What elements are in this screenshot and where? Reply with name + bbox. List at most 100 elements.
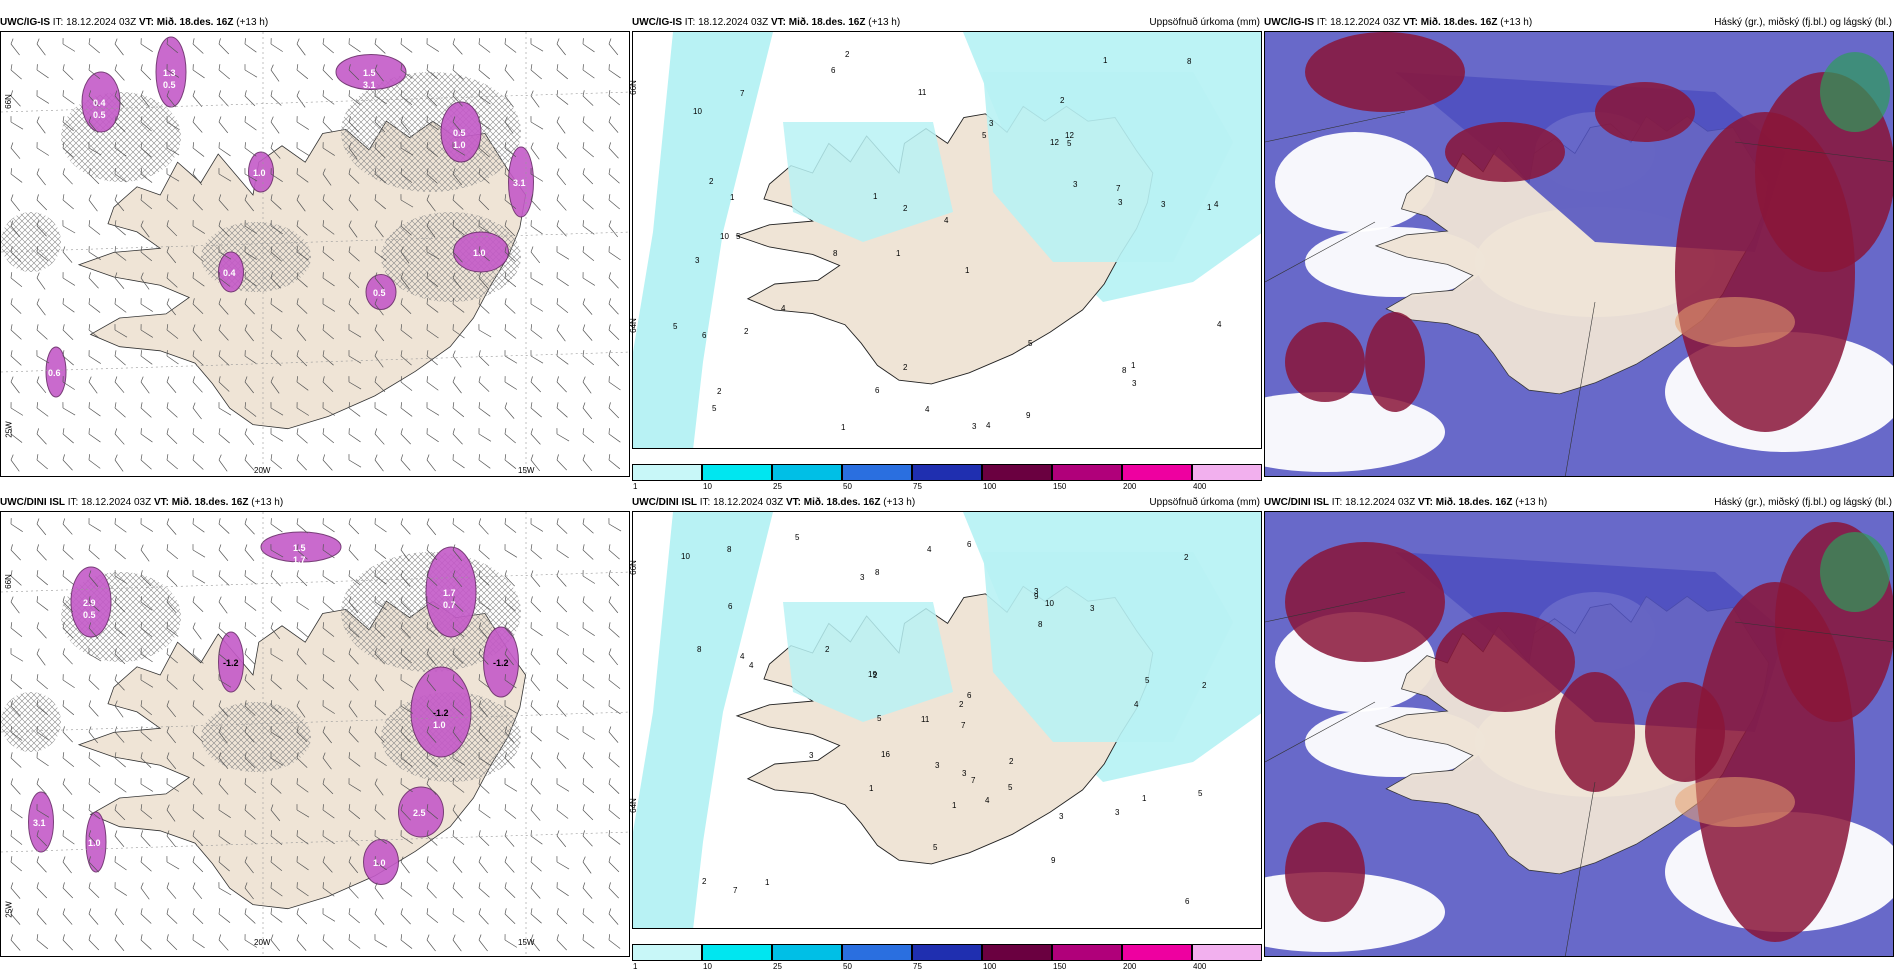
wind-value-label: 0.5 (453, 128, 466, 138)
wind-barb (400, 856, 410, 874)
wind-barb (192, 908, 204, 925)
precip-value-label: 3 (1073, 180, 1078, 189)
lat-label-bottom: 64N (628, 798, 638, 813)
wind-barb (322, 90, 335, 105)
precip-value-label: 2 (702, 877, 707, 886)
wind-barb (426, 752, 439, 768)
wind-barb (192, 90, 203, 107)
wind-barb (62, 168, 73, 185)
lead-time: (+13 h) (236, 17, 269, 28)
wind-barb (556, 90, 569, 105)
wind-barb (296, 38, 306, 56)
wind-barb (582, 570, 596, 584)
wind-barb (244, 454, 255, 471)
wind-barb (296, 272, 308, 288)
precip-value-label: 3 (972, 422, 977, 431)
wind-barb (88, 272, 99, 289)
wind-barb (478, 168, 490, 184)
precip-value-label: 2 (873, 671, 878, 680)
wind-barb (296, 882, 309, 897)
wind-barb (244, 220, 257, 234)
wind-barb (166, 830, 177, 848)
wind-barb (296, 168, 309, 183)
wind-barb (114, 596, 126, 613)
wind-speed-area (483, 626, 519, 698)
wind-barb (556, 752, 567, 769)
legend-swatch (842, 464, 912, 481)
wind-barb (10, 908, 21, 925)
wind-barb (582, 428, 595, 444)
legend-tick-label: 100 (983, 962, 997, 971)
wind-barb (88, 570, 99, 588)
wind-barb (88, 908, 99, 925)
wind-barb (322, 428, 335, 444)
wind-barb (36, 518, 47, 536)
wind-barb (218, 376, 230, 392)
wind-barb (426, 778, 437, 795)
wind-barb (608, 570, 620, 587)
wind-map-canvas: 0.4 1.3 1.5 0.5 3.1 1.0 1.0 0.5 0.6 0.4 0.5 0.5 3.1 1… (1, 32, 629, 476)
wind-barb (244, 804, 256, 820)
wind-barb (140, 882, 150, 900)
wind-barb (62, 908, 73, 925)
wind-barb (140, 622, 153, 637)
wind-barb (556, 142, 567, 159)
wind-barb (426, 324, 439, 339)
wind-barb (244, 518, 255, 535)
precip-value-label: 3 (860, 573, 865, 582)
wind-barb (322, 596, 334, 612)
wind-barb (270, 376, 280, 394)
hatched-area (201, 702, 311, 772)
wind-barb (478, 324, 492, 338)
wind-barb (426, 64, 438, 80)
precip-value-label: 10 (1045, 599, 1054, 608)
precip-value-label: 1 (1142, 794, 1147, 803)
precip-value-label: 6 (967, 691, 972, 700)
wind-barb (270, 116, 280, 134)
legend-swatch (982, 464, 1052, 481)
wind-barb (270, 804, 281, 822)
valid-time: VT: Mið. 18.des. 16Z (1417, 497, 1513, 508)
wind-barb (114, 116, 126, 132)
wind-barb (582, 908, 594, 924)
wind-barb (374, 700, 386, 716)
wind-barb (452, 142, 466, 156)
wind-barb (322, 674, 335, 689)
cloud-map (1264, 511, 1894, 957)
wind-barb (530, 908, 542, 924)
wind-barb (400, 570, 411, 587)
wind-barb (452, 402, 465, 418)
wind-barb (10, 778, 21, 795)
wind-barb (244, 376, 254, 394)
wind-barb (192, 246, 204, 262)
wind-barb (88, 38, 100, 54)
wind-barb (582, 700, 594, 716)
wind-barb (426, 298, 439, 313)
lat-label-bottom: 64N (628, 318, 638, 333)
wind-barb (504, 752, 515, 769)
wind-barb (452, 220, 465, 235)
wind-barb (270, 726, 283, 740)
precip-value-label: 4 (749, 661, 754, 670)
precip-area (983, 72, 1233, 262)
wind-barb (452, 700, 464, 716)
wind-barb (192, 804, 205, 820)
wind-barb (608, 272, 619, 289)
wind-barb (504, 726, 515, 743)
wind-barb (426, 454, 436, 472)
wind-barb (166, 194, 178, 210)
wind-barb (270, 220, 283, 235)
wind-barb (36, 934, 49, 950)
wind-barb (88, 298, 101, 313)
wind-barb (452, 544, 463, 562)
wind-barb (556, 700, 567, 717)
hatched-area (1, 212, 61, 272)
wind-barb (36, 64, 49, 79)
wind-barb (296, 726, 308, 742)
wind-barb (114, 142, 127, 157)
wind-barb (504, 38, 517, 53)
clear-sky-area (1265, 392, 1445, 472)
wind-barb (530, 700, 542, 717)
wind-barb (10, 622, 23, 637)
